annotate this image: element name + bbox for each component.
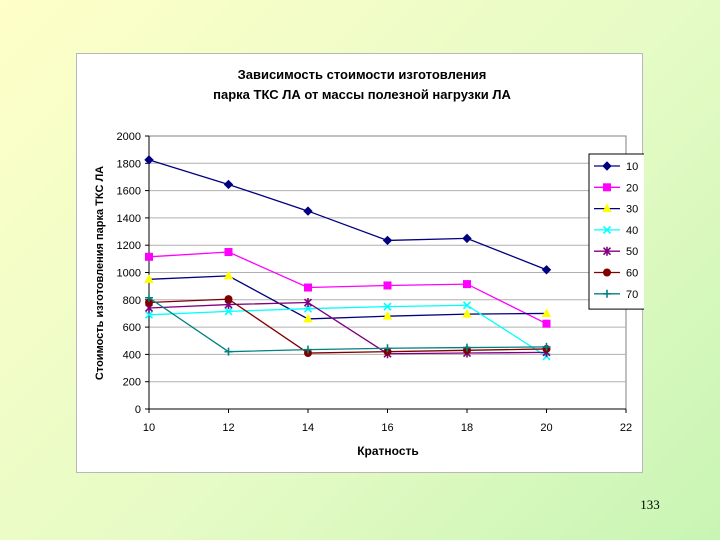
data-point-10 (223, 179, 234, 190)
data-point-60 (224, 295, 233, 304)
legend-marker-20 (603, 183, 611, 192)
data-point-40 (144, 310, 154, 319)
data-point-20 (145, 252, 153, 261)
x-tick-label: 22 (620, 422, 632, 434)
data-point-10 (462, 233, 472, 244)
line-chart: Зависимость стоимости изготовления парка… (94, 67, 644, 458)
x-tick-label: 18 (461, 422, 473, 434)
data-point-20 (224, 248, 233, 257)
series-line-40 (148, 304, 547, 357)
x-tick-label: 14 (302, 422, 314, 434)
series-line-10 (148, 159, 547, 271)
legend-marker-30 (602, 203, 612, 213)
x-tick-label: 10 (143, 422, 155, 434)
legend-label-50: 50 (626, 246, 638, 258)
data-point-40 (303, 304, 313, 313)
data-point-30 (382, 311, 393, 320)
data-point-20 (383, 281, 392, 290)
x-tick-label: 12 (222, 422, 234, 434)
data-point-30 (462, 309, 472, 318)
data-point-70 (224, 347, 233, 356)
legend-marker-70 (603, 289, 611, 298)
data-point-30 (144, 274, 154, 283)
legend-label-10: 10 (626, 161, 638, 173)
data-point-20 (463, 280, 471, 289)
legend-box (588, 153, 644, 310)
data-point-10 (382, 235, 393, 246)
legend-label-20: 20 (626, 182, 638, 194)
series-line-70 (148, 297, 547, 353)
series-line-20 (148, 251, 547, 325)
y-tick-label: 200 (123, 377, 141, 389)
data-point-10 (541, 265, 552, 275)
data-point-20 (542, 319, 551, 328)
legend-marker-10 (602, 161, 612, 171)
y-tick-label: 400 (123, 349, 141, 361)
legend-marker-50 (602, 246, 612, 256)
data-point-70 (145, 293, 153, 302)
y-tick-label: 1600 (117, 186, 141, 198)
series-line-50 (148, 301, 547, 355)
data-point-70 (304, 345, 312, 354)
series-line-60 (148, 298, 547, 354)
y-tick-label: 2000 (117, 131, 141, 143)
data-point-40 (383, 302, 392, 311)
y-tick-label: 600 (123, 322, 141, 334)
data-point-30 (303, 313, 313, 323)
chart-area: Зависимость стоимости изготовления парка… (76, 53, 644, 473)
data-point-70 (383, 344, 392, 353)
chart-title-line2: парка ТКС ЛА от массы полезной нагрузки … (213, 87, 511, 102)
y-tick-label: 1200 (117, 240, 141, 252)
y-tick-label: 1000 (117, 268, 141, 280)
legend-marker-60 (603, 268, 611, 277)
x-axis-label: Кратность (357, 444, 419, 458)
data-point-40 (462, 301, 472, 310)
data-point-10 (144, 155, 154, 165)
data-point-10 (303, 206, 313, 216)
data-point-30 (541, 308, 552, 317)
slide-number: 133 (640, 497, 660, 512)
legend-label-70: 70 (626, 289, 638, 301)
legend-label-60: 60 (626, 268, 638, 280)
chart-title-line1: Зависимость стоимости изготовления (238, 67, 487, 82)
x-tick-label: 20 (540, 422, 552, 434)
y-tick-label: 1800 (117, 158, 141, 170)
data-point-20 (304, 283, 312, 292)
data-point-30 (223, 270, 234, 280)
legend-marker-40 (602, 225, 612, 234)
x-tick-label: 16 (381, 422, 393, 434)
y-tick-label: 0 (135, 404, 141, 416)
data-point-70 (463, 343, 471, 352)
data-point-40 (224, 307, 233, 316)
legend-label-40: 40 (626, 225, 638, 237)
y-axis-label: Стоимость изготовления парка ТКС ЛА (94, 166, 106, 380)
data-point-50 (303, 298, 313, 308)
y-tick-label: 800 (123, 295, 141, 307)
legend-label-30: 30 (626, 204, 638, 216)
data-point-70 (542, 342, 551, 351)
y-tick-label: 1400 (117, 213, 141, 225)
